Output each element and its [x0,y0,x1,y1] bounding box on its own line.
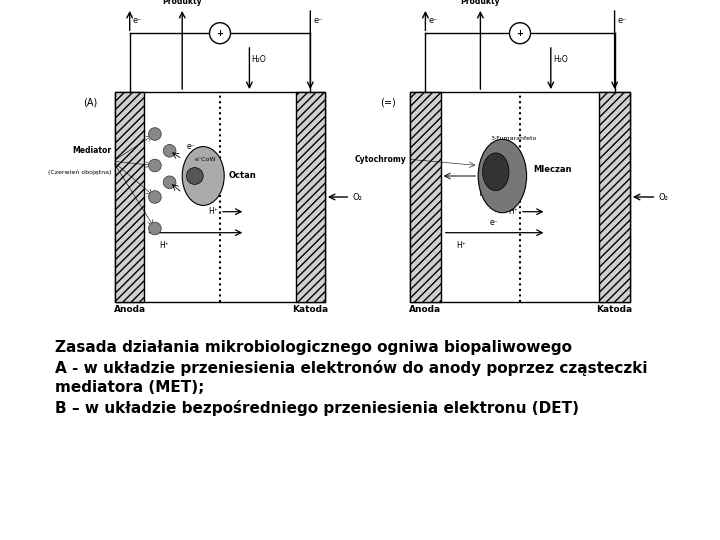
Circle shape [148,127,161,140]
Text: e⁻: e⁻ [618,16,627,25]
Bar [115,92,145,302]
Text: e⁻: e⁻ [186,142,195,151]
Circle shape [186,167,203,184]
Text: Anoda: Anoda [410,305,441,314]
Circle shape [510,23,531,44]
Text: H₂O: H₂O [553,55,567,64]
Text: O₂: O₂ [659,192,668,201]
Bar [115,92,325,302]
Text: (=): (=) [380,98,396,107]
Text: B – w układzie bezpośredniego przeniesienia elektronu (DET): B – w układzie bezpośredniego przeniesie… [55,400,579,416]
Text: e⁻: e⁻ [132,16,143,25]
Ellipse shape [478,139,526,213]
Text: mediatora (MET);: mediatora (MET); [55,380,204,395]
Text: Produkty: Produkty [461,0,500,6]
Bar [410,92,441,302]
Text: e⁻: e⁻ [428,16,438,25]
Text: Octan: Octan [228,172,256,180]
Text: +: + [217,29,223,38]
Text: H⁺: H⁺ [456,241,466,250]
Text: Mediator: Mediator [72,146,111,156]
Text: 3-Fumaranfeto: 3-Fumaranfeto [490,136,536,141]
Text: H⁺: H⁺ [208,207,218,216]
Text: e⁻: e⁻ [490,218,498,227]
Text: e⁻CoW: e⁻CoW [194,157,216,161]
Ellipse shape [182,146,224,205]
Text: H⁺: H⁺ [508,207,518,216]
Text: A - w układzie przeniesienia elektronów do anody poprzez cząsteczki: A - w układzie przeniesienia elektronów … [55,360,647,376]
Text: e⁻: e⁻ [313,16,323,25]
Bar [410,92,630,302]
Text: +: + [516,29,523,38]
Text: H₂O: H₂O [251,55,266,64]
Text: O₂: O₂ [352,192,362,201]
Circle shape [148,159,161,172]
Ellipse shape [482,153,509,191]
Text: Produkty: Produkty [163,0,202,6]
Text: Anoda: Anoda [114,305,145,314]
Bar [599,92,630,302]
Circle shape [210,23,230,44]
Text: (A): (A) [83,98,97,107]
Text: Katoda: Katoda [292,305,328,314]
Text: Zasada działania mikrobiologicznego ogniwa biopaliwowego: Zasada działania mikrobiologicznego ogni… [55,340,572,355]
Circle shape [163,145,176,157]
Text: Katoda: Katoda [597,305,633,314]
Text: H⁺: H⁺ [159,241,169,250]
Circle shape [148,191,161,203]
Circle shape [163,176,176,188]
Text: Mleczan: Mleczan [534,165,572,174]
Text: (Czerwień obojętna): (Czerwień obojętna) [48,169,111,174]
Text: Cytochromy: Cytochromy [354,154,406,164]
Bar [296,92,325,302]
Circle shape [148,222,161,235]
